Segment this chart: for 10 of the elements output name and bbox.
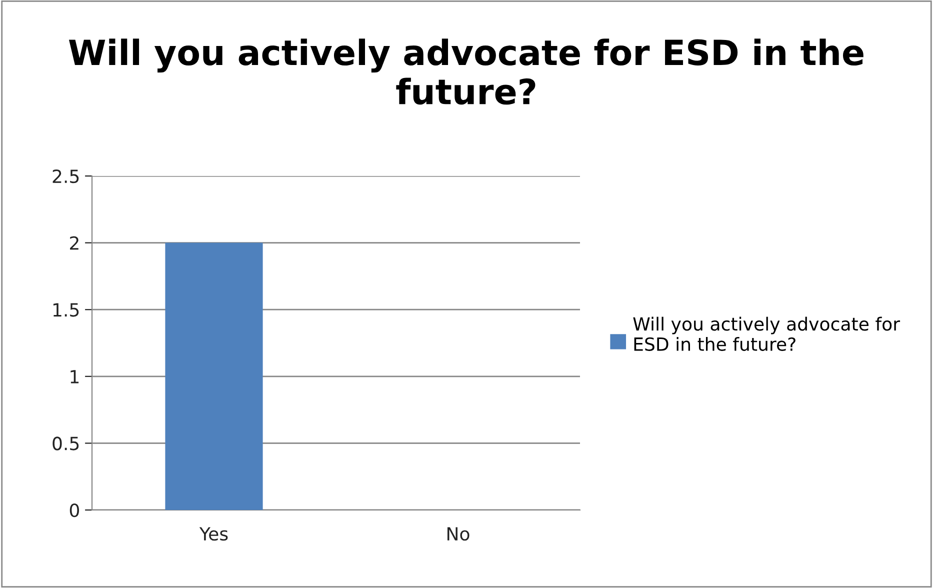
y-tick-label: 1 [70, 370, 79, 384]
y-tick-label: 0.5 [52, 436, 79, 450]
y-tick-label: 1.5 [53, 303, 79, 317]
y-tick-label: 2 [70, 236, 78, 250]
legend-label: Will you actively advocate for ESD in the future? [633, 316, 900, 351]
x-tick-label: Yes [199, 527, 228, 541]
y-tick-label: 2.5 [52, 169, 79, 184]
chart-title: Will you actively advocate for ESD in the future? [68, 38, 864, 105]
x-tick-label: No [447, 527, 470, 541]
y-tick-label: 0 [70, 503, 79, 518]
